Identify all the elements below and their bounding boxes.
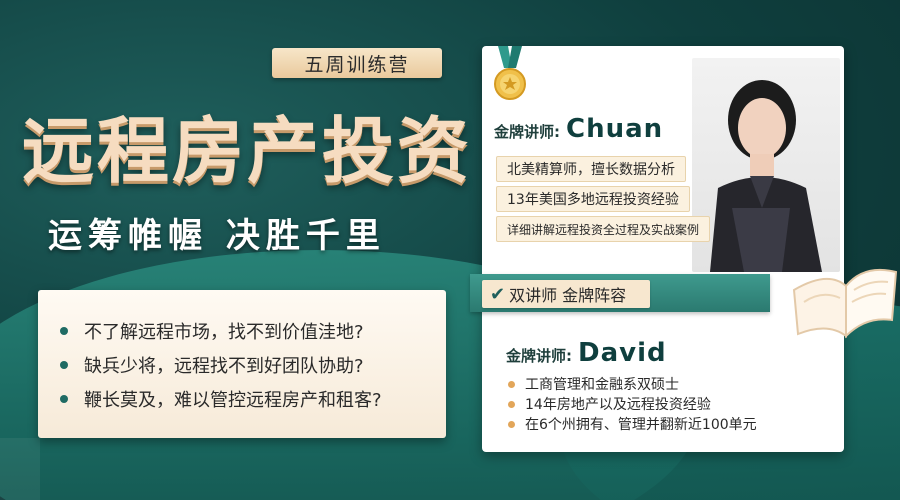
teacher2-point-text: 工商管理和金融系双硕士 [525, 377, 679, 393]
teacher2-point: 在6个州拥有、管理并翻新近100单元 [508, 414, 757, 434]
bullet-icon [508, 420, 515, 428]
bullet-icon [60, 327, 68, 335]
ribbon-text: 双讲师 金牌阵容 [509, 286, 627, 305]
pain-point-item: 不了解远程市场，找不到价值洼地? [60, 314, 446, 348]
slogan: 运筹帷幄 决胜千里 [48, 216, 386, 256]
teacher2-point: 工商管理和金融系双硕士 [508, 374, 757, 394]
teacher2-name: David [578, 338, 667, 368]
pain-point-item: 缺兵少将，远程找不到好团队协助? [60, 348, 446, 382]
pain-point-text: 缺兵少将，远程找不到好团队协助? [84, 356, 364, 377]
teacher1-name: Chuan [566, 114, 664, 144]
teacher1-photo [692, 58, 840, 272]
teacher2-role: 金牌讲师: [506, 347, 572, 365]
teacher1-tag: 北美精算师，擅长数据分析 [496, 156, 686, 182]
teacher2-heading: 金牌讲师: David [506, 338, 667, 368]
teacher1-role: 金牌讲师: [494, 123, 560, 141]
bullet-icon [60, 361, 68, 369]
camp-badge-label: 五周训练营 [304, 53, 410, 76]
bullet-icon [60, 395, 68, 403]
camp-badge: 五周训练营 [272, 48, 442, 78]
corner-decoration [0, 438, 40, 500]
dual-teacher-label: ✔ 双讲师 金牌阵容 [482, 280, 650, 308]
main-title: 远程房产投资 [22, 109, 473, 193]
bullet-icon [508, 380, 515, 388]
pain-points-box: 不了解远程市场，找不到价值洼地? 缺兵少将，远程找不到好团队协助? 鞭长莫及，难… [38, 290, 446, 438]
pain-point-item: 鞭长莫及，难以管控远程房产和租客? [60, 382, 446, 416]
bullet-icon [508, 400, 515, 408]
teacher1-tag: 详细讲解远程投资全过程及实战案例 [496, 216, 711, 242]
teacher2-point-text: 在6个州拥有、管理并翻新近100单元 [525, 417, 757, 433]
pain-point-text: 不了解远程市场，找不到价值洼地? [84, 322, 364, 343]
medal-icon [494, 46, 526, 100]
teacher1-tag: 13年美国多地远程投资经验 [496, 186, 690, 212]
teacher1-heading: 金牌讲师: Chuan [494, 114, 663, 144]
check-icon: ✔ [490, 283, 506, 305]
teacher2-point: 14年房地产以及远程投资经验 [508, 394, 757, 414]
pain-point-text: 鞭长莫及，难以管控远程房产和租客? [84, 390, 382, 411]
open-book-icon [792, 268, 898, 339]
teacher2-points: 工商管理和金融系双硕士 14年房地产以及远程投资经验 在6个州拥有、管理并翻新近… [508, 374, 757, 434]
teacher2-point-text: 14年房地产以及远程投资经验 [525, 397, 711, 413]
